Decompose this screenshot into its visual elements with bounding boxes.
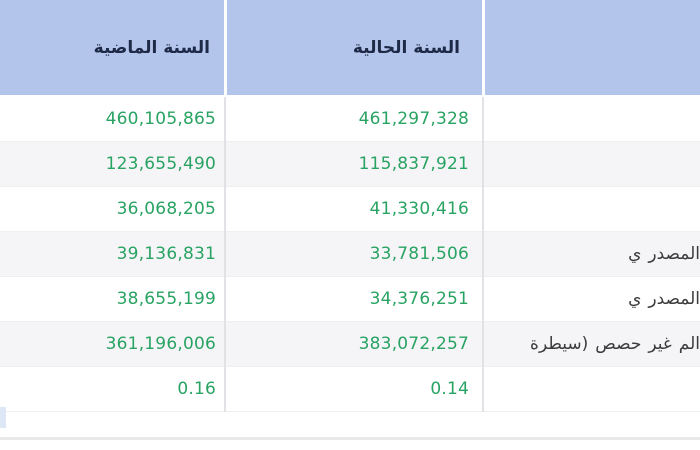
table-row: 36,068,205 41,330,416: [0, 187, 700, 232]
row-label-fragment: غير: [648, 334, 672, 354]
current-year-value: 34,376,251: [369, 289, 469, 309]
current-year-value: 461,297,328: [358, 109, 469, 129]
current-year-value: 33,781,506: [369, 244, 469, 264]
column-separator: [224, 97, 226, 412]
row-label-issuer-shareholders: ي المصدر: [483, 244, 700, 264]
previous-year-value: 39,136,831: [116, 244, 216, 264]
current-year-value: 0.14: [430, 379, 469, 399]
column-separator: [482, 97, 484, 412]
row-label-fragment: ي: [628, 289, 642, 309]
row-label-fragment: حصص: [595, 334, 642, 354]
table-row: 361,196,006 383,072,257 سيطرة) حصص غير ا…: [0, 322, 700, 367]
column-header-previous-year: السنة الماضية: [0, 0, 224, 95]
current-year-value: 41,330,416: [369, 199, 469, 219]
previous-year-value: 361,196,006: [105, 334, 216, 354]
next-section-edge: [0, 407, 6, 428]
row-label-fragment: ي: [628, 244, 642, 264]
current-year-value: 383,072,257: [358, 334, 469, 354]
table-row: 38,655,199 34,376,251 ي المصدر: [0, 277, 700, 322]
bottom-divider: [0, 437, 700, 440]
table-row-eps: 0.16 0.14: [0, 367, 700, 412]
table-row: 123,655,490 115,837,921: [0, 142, 700, 187]
table-header-row: السنة الماضية السنة الحالية: [0, 0, 700, 95]
current-year-header-label: السنة الحالية: [352, 37, 460, 58]
previous-year-value: 36,068,205: [116, 199, 216, 219]
table-row: 39,136,831 33,781,506 ي المصدر: [0, 232, 700, 277]
table-body: 460,105,865 461,297,328 123,655,490 115,…: [0, 97, 700, 412]
header-column-divider: [224, 0, 227, 95]
table-row: 460,105,865 461,297,328: [0, 97, 700, 142]
previous-year-value: 38,655,199: [116, 289, 216, 309]
row-label-fragment: المصدر: [648, 244, 700, 264]
previous-year-value: 0.16: [177, 379, 216, 399]
previous-year-value: 460,105,865: [105, 109, 216, 129]
row-label-fragment: سيطرة): [530, 334, 589, 354]
row-label-non-controlling-interests: سيطرة) حصص غير الم: [483, 334, 700, 354]
header-column-divider: [482, 0, 485, 95]
column-header-current-year: السنة الحالية: [227, 0, 482, 95]
current-year-value: 115,837,921: [358, 154, 469, 174]
row-label-fragment: المصدر: [648, 289, 700, 309]
row-label-issuer-shareholders: ي المصدر: [483, 289, 700, 309]
row-label-fragment: الم: [678, 334, 700, 354]
column-header-row-labels: [485, 0, 700, 95]
previous-year-value: 123,655,490: [105, 154, 216, 174]
previous-year-header-label: السنة الماضية: [93, 37, 210, 58]
